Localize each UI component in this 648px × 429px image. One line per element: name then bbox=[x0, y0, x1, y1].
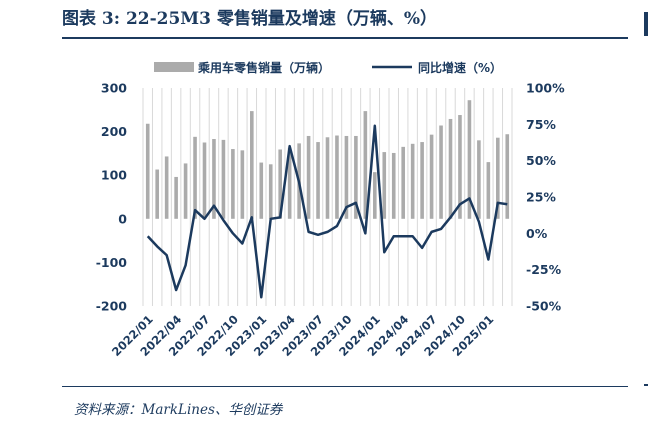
left-tick-label: 300 bbox=[101, 81, 127, 96]
bar bbox=[183, 163, 188, 219]
left-tick-label: 100 bbox=[101, 168, 127, 183]
left-tick-label: -200 bbox=[96, 299, 128, 314]
bar bbox=[325, 137, 330, 219]
source-note: 资料来源：MarkLines、华创证券 bbox=[74, 402, 283, 418]
bar bbox=[240, 150, 245, 219]
bar bbox=[231, 149, 235, 219]
bar bbox=[477, 140, 481, 219]
bar bbox=[448, 118, 453, 219]
bar bbox=[467, 100, 472, 219]
right-tick-label: 50% bbox=[526, 153, 556, 168]
bar bbox=[335, 135, 339, 219]
legend-bar-label: 乘用车零售销量（万辆） bbox=[197, 60, 330, 75]
bar bbox=[259, 162, 264, 219]
bar bbox=[410, 143, 415, 219]
left-axis: 300 200 100 0 -100 -200 bbox=[96, 81, 128, 314]
left-tick-label: 0 bbox=[118, 211, 127, 226]
left-tick-label: -100 bbox=[96, 255, 128, 270]
combo-chart: 300 200 100 0 -100 -200 100% 75% 50% 25% 0% -25% -5… bbox=[96, 60, 565, 359]
x-axis: 2022/012022/042022/072022/102023/012023/… bbox=[109, 312, 496, 359]
right-axis: 100% 75% 50% 25% 0% -25% -50% bbox=[526, 81, 565, 314]
bar bbox=[212, 139, 216, 219]
bar bbox=[193, 136, 197, 219]
source-rule bbox=[62, 386, 628, 387]
growth-line bbox=[146, 124, 508, 299]
bar bbox=[250, 111, 254, 219]
edge-mark bbox=[644, 384, 648, 386]
bar bbox=[458, 115, 462, 219]
bar bbox=[373, 172, 377, 219]
bar bbox=[429, 134, 434, 219]
bar bbox=[278, 149, 282, 219]
bar-series bbox=[145, 100, 510, 219]
legend-line-label: 同比增速（%） bbox=[418, 60, 502, 75]
bar bbox=[174, 176, 178, 219]
bar bbox=[268, 164, 273, 219]
bar bbox=[164, 156, 169, 219]
right-tick-label: 100% bbox=[526, 81, 565, 96]
bar bbox=[486, 162, 491, 219]
bar bbox=[316, 142, 320, 219]
bar bbox=[155, 169, 159, 219]
bar bbox=[420, 142, 424, 219]
legend: 乘用车零售销量（万辆） 同比增速（%） bbox=[154, 60, 502, 75]
title-rule bbox=[62, 37, 628, 39]
bar bbox=[391, 152, 396, 219]
bar bbox=[202, 142, 207, 219]
bar bbox=[344, 135, 349, 219]
grid-lines bbox=[142, 88, 513, 306]
right-tick-label: -25% bbox=[526, 262, 562, 277]
figure-title: 图表 3: 22-25M3 零售销量及增速（万辆、%） bbox=[62, 9, 438, 29]
bar bbox=[401, 146, 405, 219]
right-tick-label: 0% bbox=[526, 226, 548, 241]
right-tick-label: 25% bbox=[526, 190, 556, 205]
bar bbox=[505, 134, 510, 219]
bar bbox=[221, 139, 226, 219]
bar bbox=[382, 152, 387, 219]
edge-mark bbox=[644, 12, 648, 36]
bar bbox=[496, 137, 500, 219]
right-tick-label: 75% bbox=[526, 117, 556, 132]
bar bbox=[145, 123, 150, 219]
bar bbox=[354, 135, 358, 219]
legend-bar-swatch bbox=[154, 62, 194, 72]
bar bbox=[287, 147, 292, 219]
bar bbox=[439, 125, 443, 219]
right-tick-label: -50% bbox=[526, 299, 562, 314]
bar bbox=[363, 111, 368, 219]
left-tick-label: 200 bbox=[101, 124, 127, 139]
bar bbox=[306, 135, 311, 219]
